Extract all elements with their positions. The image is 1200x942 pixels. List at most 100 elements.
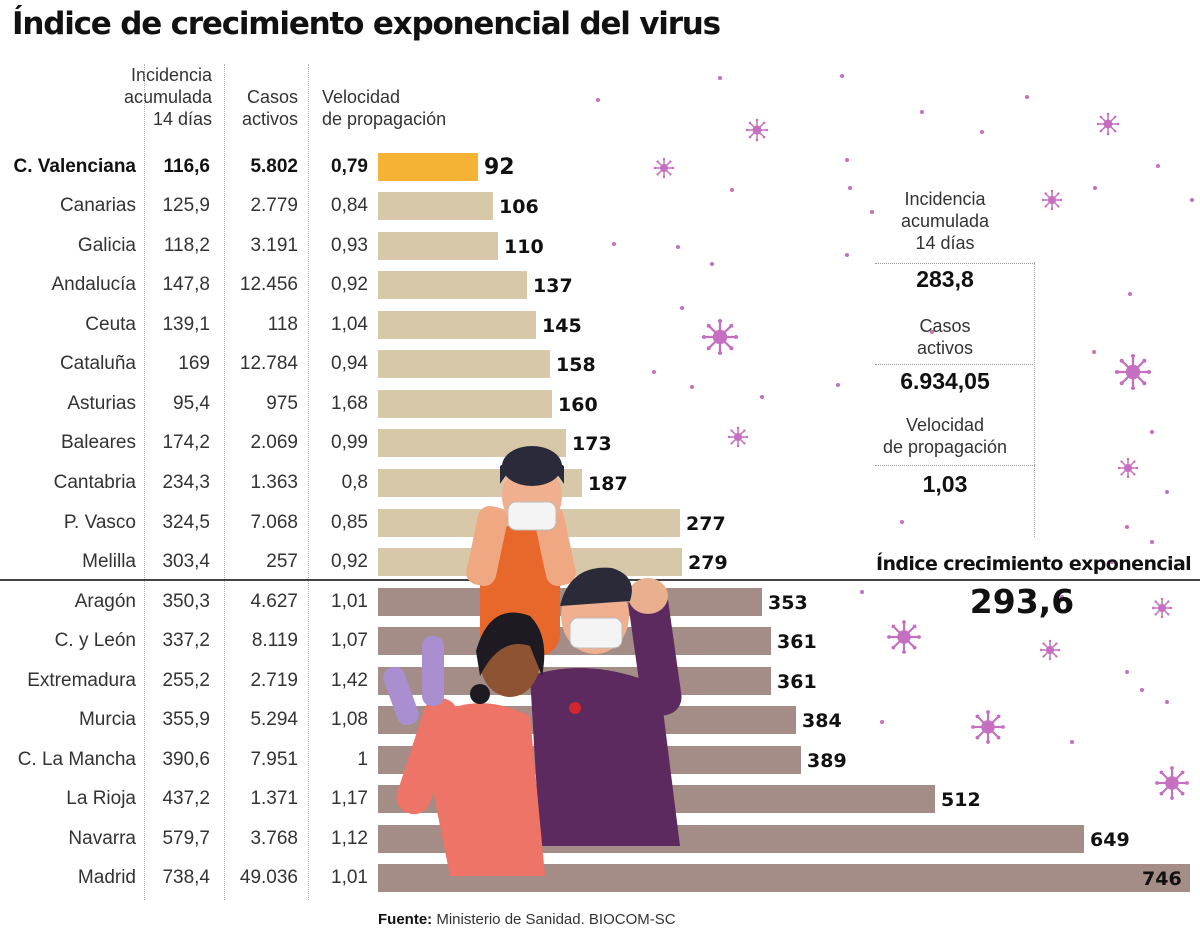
incidence-header: Incidencia acumulada 14 días [100, 64, 212, 130]
active-cases-value: 4.627 [250, 591, 298, 612]
bar-value-label: 187 [588, 473, 628, 495]
bar [378, 232, 498, 260]
virus-dot [1190, 198, 1194, 202]
source-note: Fuente: Ministerio de Sanidad. BIOCOM-SC [378, 911, 676, 928]
active-header-line: activos [241, 109, 298, 129]
virus-dot [930, 330, 934, 334]
velocity-value: 1,42 [331, 670, 368, 691]
virus-dot [690, 385, 694, 389]
virus-dot [1125, 525, 1129, 529]
bar-value-label: 173 [572, 433, 612, 455]
virus-dot [676, 245, 680, 249]
region-name: Aragón [74, 591, 136, 612]
virus-dot [845, 158, 849, 162]
bar-value-label: 92 [484, 155, 515, 180]
incidence-value: 337,2 [162, 630, 210, 651]
region-name: C. y León [54, 630, 136, 651]
summary-velocity-value: 1,03 [922, 471, 968, 497]
masked-people-illustration [383, 446, 682, 876]
active-cases-value: 49.036 [239, 867, 298, 888]
incidence-value: 95,4 [173, 393, 210, 414]
summary-label-line: activos [916, 338, 974, 358]
bar-value-label: 160 [558, 394, 598, 416]
region-name: Melilla [82, 551, 136, 572]
region-name: Madrid [77, 867, 136, 888]
summary-label-line: de propagación [882, 437, 1008, 457]
incidence-value: 169 [178, 353, 210, 374]
bar [378, 271, 527, 299]
virus-icon [1117, 457, 1139, 479]
velocity-value: 0,92 [331, 551, 368, 572]
summary-divider [875, 364, 1035, 365]
virus-dot [1156, 164, 1160, 168]
source-label: Fuente: [378, 911, 433, 928]
velocity-value: 1 [357, 749, 368, 770]
velocity-value: 1,17 [331, 788, 368, 809]
region-name: Baleares [61, 432, 136, 453]
virus-dot [730, 188, 734, 192]
virus-icon [971, 710, 1005, 744]
active-cases-value: 3.191 [250, 235, 298, 256]
growth-index-value: 293,6 [969, 582, 1075, 621]
page-title: Índice de crecimiento exponencial del vi… [12, 6, 721, 42]
bar-value-label: 110 [504, 236, 544, 258]
active-cases-value: 12.456 [239, 274, 298, 295]
velocity-value: 0,79 [331, 156, 368, 177]
summary-incidence-value: 283,8 [916, 266, 974, 292]
region-name: Cantabria [53, 472, 136, 493]
virus-dot [1140, 688, 1144, 692]
bar-value-label: 746 [1142, 868, 1182, 890]
virus-dot [836, 383, 840, 387]
active-cases-value: 7.951 [250, 749, 298, 770]
bar-value-label: 137 [533, 275, 573, 297]
region-name: Galicia [77, 235, 136, 256]
active-header-line: Casos [246, 87, 298, 107]
virus-icon [887, 620, 921, 654]
bar [378, 390, 552, 418]
virus-dot [718, 76, 722, 80]
virus-dot [1092, 350, 1096, 354]
table-row: P. Vasco 324,5 7.068 0,85 277 [0, 508, 1200, 538]
incidence-value: 303,4 [162, 551, 210, 572]
bar-value-label: 384 [802, 710, 842, 732]
region-name: Andalucía [51, 274, 136, 295]
virus-dot [612, 242, 616, 246]
active-cases-value: 2.069 [250, 432, 298, 453]
bar-value-label: 361 [777, 671, 817, 693]
velocity-value: 0,84 [331, 195, 368, 216]
velocity-value: 1,68 [331, 393, 368, 414]
table-row: Ceuta 139,1 118 1,04 145 [0, 310, 1200, 340]
virus-dot [848, 186, 852, 190]
virus-icon [1115, 354, 1151, 390]
velocity-value: 1,12 [331, 828, 368, 849]
virus-dot [920, 110, 924, 114]
virus-dot [845, 253, 849, 257]
incidence-value: 125,9 [162, 195, 210, 216]
summary-active-label: Casos activos [860, 315, 1030, 359]
virus-dot [680, 306, 684, 310]
summary-velocity-label: Velocidad de propagación [860, 414, 1030, 458]
incidence-value: 579,7 [162, 828, 210, 849]
incidence-value: 255,2 [162, 670, 210, 691]
region-name: Navarra [68, 828, 136, 849]
active-cases-value: 1.371 [250, 788, 298, 809]
velocity-value: 0,8 [341, 472, 368, 493]
virus-dot [1110, 560, 1114, 564]
man-figure [530, 567, 682, 846]
table-row: Canarias 125,9 2.779 0,84 106 [0, 191, 1200, 221]
virus-dot [596, 98, 600, 102]
velocity-value: 1,04 [331, 314, 368, 335]
bar-value-label: 361 [777, 631, 817, 653]
virus-icon [1151, 597, 1173, 619]
table-row: Andalucía 147,8 12.456 0,92 137 [0, 270, 1200, 300]
virus-dot [870, 210, 874, 214]
bar-value-label: 158 [556, 354, 596, 376]
bar-value-label: 279 [688, 552, 728, 574]
virus-icon [1096, 112, 1120, 136]
active-cases-value: 1.363 [250, 472, 298, 493]
region-name: Extremadura [27, 670, 136, 691]
incidence-value: 437,2 [162, 788, 210, 809]
virus-icon [653, 157, 675, 179]
active-cases-value: 5.802 [250, 156, 298, 177]
bar [378, 153, 478, 181]
